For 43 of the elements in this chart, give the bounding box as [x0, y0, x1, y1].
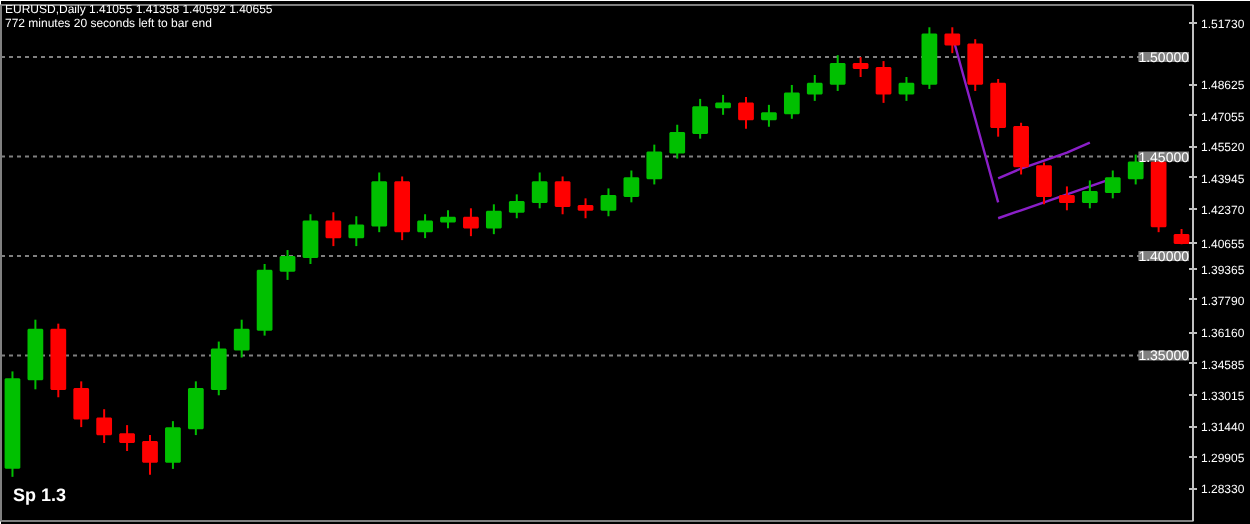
candlestick — [531, 171, 548, 210]
candlestick — [325, 211, 342, 248]
candlestick — [508, 193, 525, 220]
candlestick — [233, 318, 250, 359]
candlestick — [1104, 169, 1121, 200]
candlestick — [210, 340, 227, 397]
candlestick — [944, 26, 961, 55]
candlestick — [1013, 121, 1029, 176]
candlestick — [417, 213, 433, 240]
candlestick — [577, 197, 594, 220]
candlestick — [600, 187, 617, 218]
candlestick — [990, 78, 1007, 138]
candlestick — [875, 60, 892, 104]
candlestick — [73, 380, 90, 429]
candlestick — [738, 95, 754, 130]
candlestick — [485, 203, 502, 236]
candlestick — [302, 213, 319, 265]
candlestick — [463, 207, 479, 238]
candlestick — [165, 420, 181, 470]
candlestick — [554, 175, 571, 216]
candlestick — [967, 38, 984, 92]
candlestick — [898, 76, 915, 102]
candlestick — [646, 143, 663, 186]
candlestick — [806, 74, 823, 102]
candlestick — [348, 215, 365, 248]
candlestick — [96, 408, 113, 445]
candlestick — [623, 169, 640, 204]
candlestick — [692, 97, 709, 140]
candlestick — [1059, 185, 1075, 212]
candlestick — [829, 54, 846, 92]
candlestick — [852, 56, 869, 79]
candlestick — [783, 83, 800, 120]
candlestick — [119, 424, 135, 452]
candlestick — [187, 380, 204, 437]
candlestick — [715, 93, 731, 116]
annotation: Sp 1.3 — [13, 485, 67, 505]
candlestick — [279, 249, 296, 281]
candlestick — [761, 103, 777, 128]
candlestick — [1081, 179, 1098, 210]
candlestick — [371, 171, 388, 234]
candlestick — [1036, 161, 1052, 206]
candlestick — [142, 434, 158, 476]
candlestick — [669, 123, 686, 160]
